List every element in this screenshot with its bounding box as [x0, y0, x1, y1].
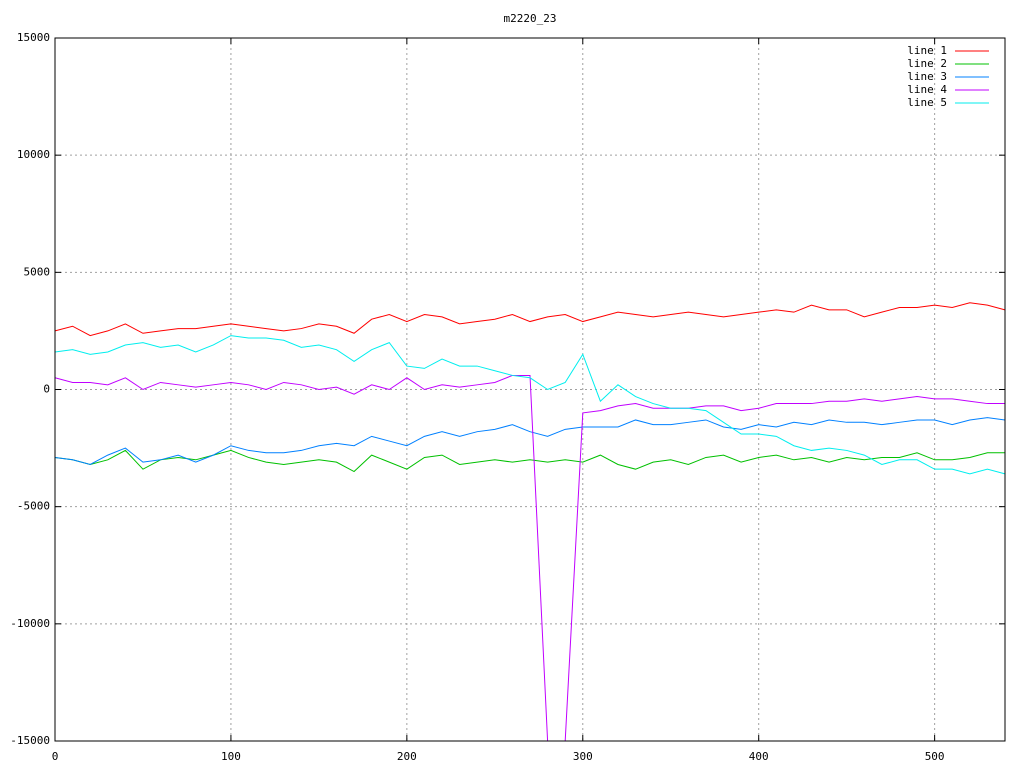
x-tick-label: 400 [749, 750, 769, 763]
legend-label: line 4 [907, 83, 947, 96]
plot-frame [54, 37, 1006, 742]
data-line [54, 335, 1006, 475]
legend-label: line 2 [907, 57, 947, 70]
y-tick-label: 15000 [17, 31, 50, 44]
y-tick-label: 0 [43, 383, 50, 396]
x-tick-label: 100 [221, 750, 241, 763]
y-tick-label: 10000 [17, 148, 50, 161]
x-tick-label: 500 [925, 750, 945, 763]
legend-label: line 3 [907, 70, 947, 83]
y-tick-label: -10000 [10, 617, 50, 630]
y-tick-label: -15000 [10, 734, 50, 747]
x-tick-label: 300 [573, 750, 593, 763]
data-line [54, 302, 1006, 337]
data-line [54, 374, 1005, 742]
y-tick-label: 5000 [24, 265, 51, 278]
y-tick-label: -5000 [17, 500, 50, 513]
chart-title: m2220_23 [504, 12, 557, 25]
x-tick-label: 200 [397, 750, 417, 763]
data-line [54, 417, 1006, 466]
legend-label: line 1 [907, 44, 947, 57]
legend-label: line 5 [907, 96, 947, 109]
x-tick-label: 0 [52, 750, 59, 763]
